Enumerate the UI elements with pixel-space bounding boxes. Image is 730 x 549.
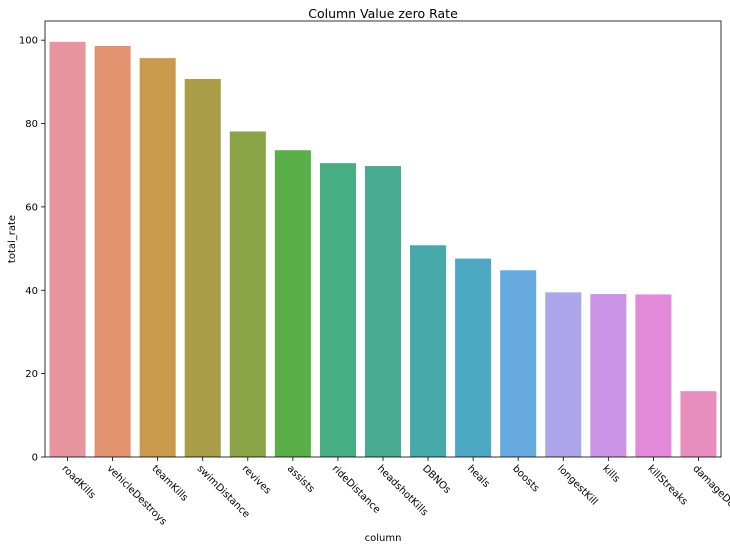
x-tick-label: heals bbox=[465, 463, 492, 490]
bar-heals bbox=[455, 258, 492, 457]
x-tick-label: kills bbox=[600, 463, 621, 484]
y-axis: 0 20 40 60 80 100 bbox=[19, 36, 45, 464]
x-tick-label: boosts bbox=[510, 463, 541, 494]
x-tick-label: revives bbox=[240, 463, 273, 496]
y-tick-label: 20 bbox=[25, 369, 38, 380]
bars bbox=[49, 41, 717, 458]
bar-DBNOs bbox=[410, 245, 447, 457]
plot-frame bbox=[44, 20, 722, 458]
bar-damageDealt bbox=[680, 391, 717, 457]
x-tick-label: roadKills bbox=[59, 463, 97, 501]
x-tick-label: damageDealt bbox=[690, 463, 730, 519]
x-tick-label: teamKills bbox=[150, 463, 190, 503]
x-tick-label: DBNOs bbox=[420, 463, 453, 496]
x-axis-label: column bbox=[365, 533, 402, 544]
y-tick-label: 60 bbox=[25, 202, 38, 213]
bar-kills bbox=[590, 294, 627, 457]
x-tick-label: rideDistance bbox=[330, 463, 382, 515]
x-tick-label: assists bbox=[285, 463, 317, 495]
y-tick-label: 80 bbox=[25, 119, 38, 130]
bar-headshotKills bbox=[364, 166, 402, 457]
bar-killStreaks bbox=[635, 294, 672, 457]
bar-longestKill bbox=[545, 292, 582, 457]
bar-rideDistance bbox=[319, 163, 356, 457]
y-tick-label: 100 bbox=[19, 36, 38, 47]
y-axis-label: total_rate bbox=[7, 215, 18, 263]
bar-revives bbox=[229, 131, 266, 457]
y-tick-label: 0 bbox=[32, 453, 38, 464]
bar-roadKills bbox=[49, 41, 86, 458]
bar-swimDistance bbox=[184, 78, 221, 457]
bar-boosts bbox=[500, 270, 537, 457]
y-tick-label: 40 bbox=[25, 286, 38, 297]
bar-assists bbox=[274, 150, 311, 457]
chart-title: Column Value zero Rate bbox=[308, 6, 458, 21]
bar-teamKills bbox=[139, 58, 176, 457]
x-tick-label: longestKill bbox=[555, 463, 599, 507]
x-tick-label: killStreaks bbox=[645, 463, 689, 507]
bar-vehicleDestroys bbox=[94, 46, 131, 457]
